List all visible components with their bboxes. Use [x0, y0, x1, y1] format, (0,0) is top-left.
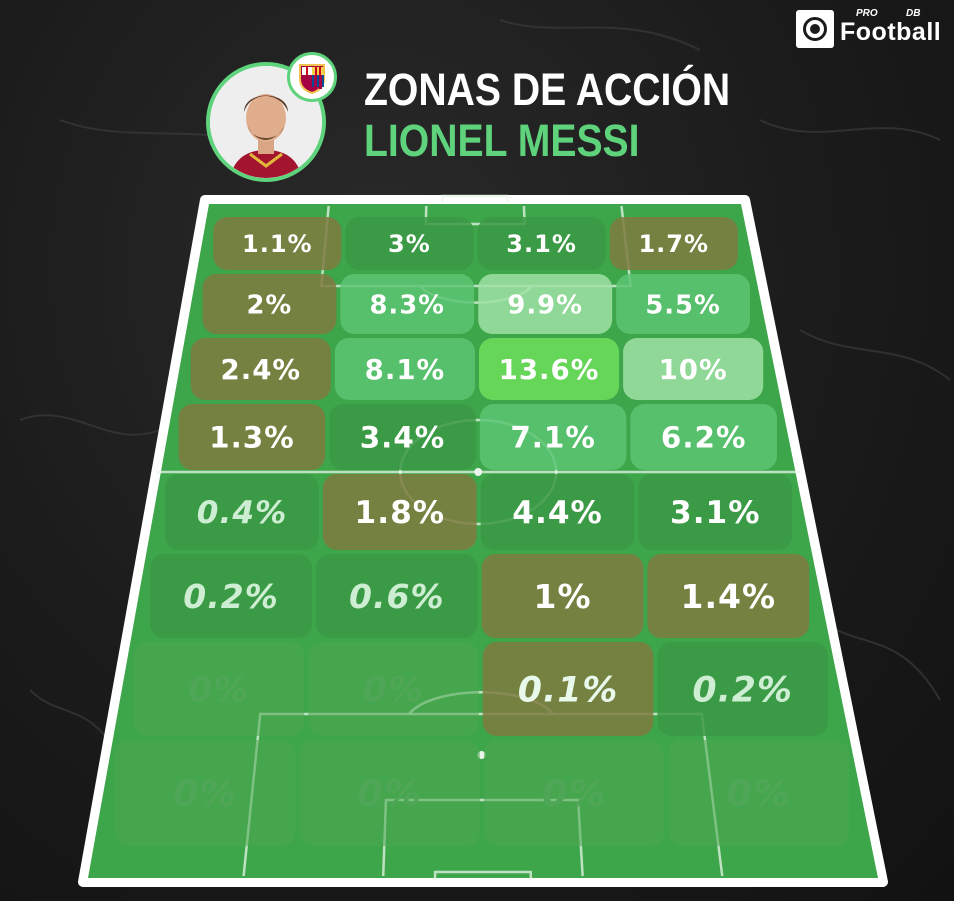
heatmap-label: 2.4%: [221, 353, 302, 386]
heatmap-label: 0.1%: [518, 671, 619, 711]
heatmap-label: 0%: [358, 772, 422, 815]
heatmap-label: 0.4%: [197, 495, 288, 531]
player-name: LIONEL MESSI: [364, 115, 640, 166]
heatmap-cell: [477, 217, 606, 270]
heatmap-cell: [165, 474, 319, 550]
heatmap-cell: [609, 217, 738, 270]
bottom-goal: [433, 870, 533, 881]
chart-title: ZONAS DE ACCIÓN: [364, 64, 731, 115]
heatmap-cell: [322, 474, 477, 550]
heatmap-label: 0.6%: [349, 577, 445, 616]
heatmap-label: 0.2%: [692, 671, 793, 711]
heatmap-cell: [345, 217, 474, 270]
heatmap-label: 9.9%: [507, 290, 583, 320]
centre-spot: [474, 468, 483, 476]
heatmap-label: 0%: [173, 772, 237, 815]
heatmap-cell: [623, 338, 764, 400]
heatmap-cell: [308, 642, 479, 736]
top-goal: [441, 194, 509, 203]
heatmap-label: 6.2%: [661, 421, 747, 455]
heatmap-cell: [481, 554, 644, 638]
heatmap-cell: [114, 740, 296, 846]
heatmap-labels: 1.1% 3% 3.1% 1.7% 2% 8.3% 9.9% 5.5% 2.4% 8.1% 13.6…: [173, 230, 793, 815]
heatmap-cell: [647, 554, 810, 638]
heatmap-cell: [315, 554, 478, 638]
heatmap-label: 3.1%: [670, 495, 761, 531]
heatmap-cell: [482, 642, 654, 736]
heatmap-label: 0%: [727, 772, 791, 815]
heatmap-label: 1.7%: [638, 230, 709, 258]
heatmap-cell: [480, 474, 635, 550]
heatmap-label: 8.3%: [369, 290, 445, 320]
heatmap-cell: [616, 274, 751, 334]
heatmap-cell: [668, 740, 849, 846]
heatmap-cell: [657, 642, 828, 736]
heatmap-cell: [150, 554, 312, 638]
heatmap-cell: [133, 642, 305, 736]
heatmap-label: 7.1%: [510, 421, 596, 455]
top-goal-box: [424, 205, 527, 226]
heatmap-label: 2%: [246, 290, 292, 320]
brand-mark-icon: [796, 10, 834, 48]
heatmap-cells: [114, 217, 849, 846]
brand-pro: PRO: [856, 8, 878, 19]
brand-logo: PRO DB Football: [796, 8, 948, 50]
heatmap-label: 1.3%: [209, 421, 295, 455]
heatmap-label: 8.1%: [365, 353, 446, 386]
heatmap-cell: [299, 740, 480, 846]
heatmap-cell: [630, 404, 777, 470]
heatmap-label: 13.6%: [499, 353, 600, 386]
heatmap-cell: [334, 338, 475, 400]
heatmap-cell: [483, 740, 665, 846]
heatmap-label: 1.1%: [242, 230, 313, 258]
heatmap-cell: [178, 404, 326, 470]
heatmap-label: 4.4%: [512, 495, 603, 531]
heatmap-label: 0%: [363, 671, 424, 711]
heatmap-label: 0.2%: [183, 577, 279, 616]
heatmap-cell: [329, 404, 476, 470]
heatmap-label: 5.5%: [645, 290, 721, 320]
heatmap-cell: [190, 338, 331, 400]
club-crest-icon: [287, 52, 337, 102]
brand-name: Football: [840, 18, 942, 46]
heatmap-cell: [479, 404, 627, 470]
heatmap-cell: [340, 274, 475, 334]
heatmap-label: 1%: [534, 577, 592, 616]
heatmap-label: 10%: [659, 353, 728, 386]
heatmap-cell: [213, 217, 342, 270]
heatmap-cell: [202, 274, 337, 334]
heatmap-label: 3.1%: [506, 230, 577, 258]
heatmap-label: 1.4%: [680, 577, 776, 616]
heatmap-cell: [478, 274, 613, 334]
heatmap-cell: [638, 474, 793, 550]
heatmap-label: 3%: [388, 230, 431, 258]
centre-circle: [398, 418, 558, 526]
brand-db: DB: [906, 8, 921, 19]
heatmap-label: 3.4%: [360, 421, 446, 455]
heatmap-cell: [478, 338, 620, 400]
heatmap-label: 1.8%: [355, 495, 446, 531]
heatmap-label: 0%: [188, 671, 249, 711]
heatmap-label: 0%: [542, 772, 606, 815]
